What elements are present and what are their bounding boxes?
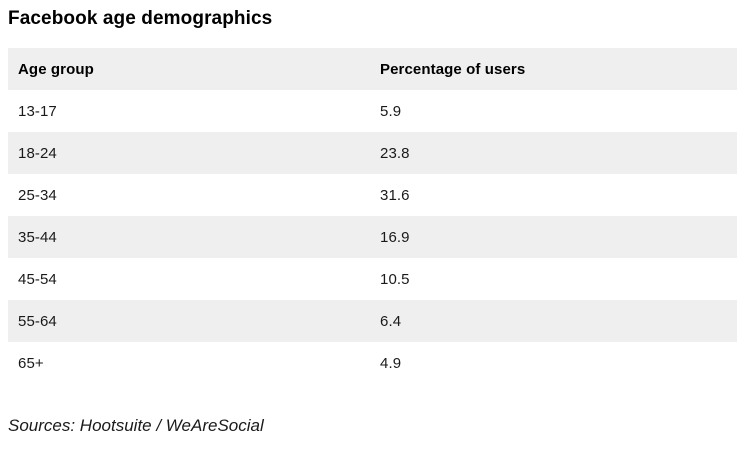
table-body: 13-17 5.9 18-24 23.8 25-34 31.6 35-44 16.9 45-54… — [8, 90, 737, 384]
table-row: 55-64 6.4 — [8, 300, 737, 342]
percentage-cell: 10.5 — [380, 270, 410, 288]
age-group-cell: 18-24 — [18, 144, 57, 162]
percentage-cell: 5.9 — [380, 102, 402, 120]
percentage-cell: 16.9 — [380, 228, 410, 246]
column-header-age-group: Age group — [18, 60, 94, 78]
column-header-percentage: Percentage of users — [380, 60, 526, 78]
table-header-row: Age group Percentage of users — [8, 48, 737, 90]
demographics-table: Age group Percentage of users 13-17 5.9 18… — [8, 48, 737, 384]
percentage-cell: 23.8 — [380, 144, 410, 162]
age-group-cell: 25-34 — [18, 186, 57, 204]
table-row: 25-34 31.6 — [8, 174, 737, 216]
sources-note: Sources: Hootsuite / WeAreSocial — [8, 416, 264, 435]
age-group-cell: 13-17 — [18, 102, 57, 120]
table-row: 45-54 10.5 — [8, 258, 737, 300]
age-group-cell: 65+ — [18, 354, 44, 372]
age-group-cell: 55-64 — [18, 312, 57, 330]
percentage-cell: 31.6 — [380, 186, 410, 204]
page-title: Facebook age demographics — [8, 8, 273, 29]
percentage-cell: 4.9 — [380, 354, 402, 372]
age-group-cell: 45-54 — [18, 270, 57, 288]
percentage-cell: 6.4 — [380, 312, 402, 330]
table-row: 13-17 5.9 — [8, 90, 737, 132]
table-row: 18-24 23.8 — [8, 132, 737, 174]
table-row: 65+ 4.9 — [8, 342, 737, 384]
table-row: 35-44 16.9 — [8, 216, 737, 258]
age-group-cell: 35-44 — [18, 228, 57, 246]
